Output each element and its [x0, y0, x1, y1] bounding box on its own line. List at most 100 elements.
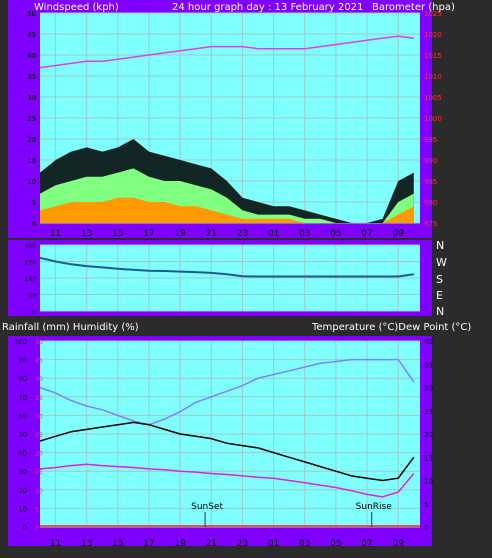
direction-y-tick: 270 [25, 260, 37, 267]
rain-y-tick: 5 [35, 506, 39, 513]
wind-y-tick: 25 [27, 115, 36, 123]
x-tick-label: 09 [392, 229, 404, 239]
humidity-y-tick: 0 [23, 524, 27, 532]
barometer-y-tick: 1015 [424, 52, 442, 60]
humidity-y-tick: 60 [18, 412, 27, 420]
x-tick-label: 15 [112, 229, 123, 239]
rain-y-tick: 30 [35, 413, 43, 420]
temperature-y-tick: 30 [424, 385, 433, 393]
x-tick-label: 05 [330, 229, 341, 239]
rain-y-tick: 10 [35, 488, 43, 495]
rain-y-tick: 50 [35, 339, 43, 346]
humidity-y-tick: 100 [14, 338, 27, 346]
temperature-y-tick: 15 [424, 454, 433, 462]
direction-label-n-top: N [436, 239, 444, 252]
direction-marks [39, 256, 414, 278]
temperature-marks [39, 358, 420, 527]
x-tick-label: 01 [268, 539, 279, 549]
wind-marks [39, 35, 414, 223]
x-tick-label: 17 [143, 229, 154, 239]
wind-speed-area [40, 197, 414, 223]
barometer-y-tick: 985 [424, 178, 437, 186]
temperature-y-tick: 0 [424, 524, 428, 532]
x-tick-label: 05 [330, 539, 341, 549]
x-tick-label: 23 [237, 539, 248, 549]
barometer-axis-label: Barometer (hpa) [372, 2, 455, 13]
rain-y-tick: 45 [35, 358, 43, 365]
temperature-y-tick: 35 [424, 361, 433, 369]
humidity-y-tick: 20 [18, 487, 27, 495]
barometer-y-tick: 1020 [424, 31, 442, 39]
x-tick-label: 03 [299, 229, 310, 239]
direction-grid [40, 244, 420, 312]
wind-y-tick: 35 [27, 73, 36, 81]
humidity-y-tick: 40 [18, 450, 27, 458]
rain-y-tick: 40 [35, 376, 43, 383]
graph-title: 24 hour graph day : 13 February 2021 [172, 2, 363, 13]
x-tick-label: 23 [237, 229, 248, 239]
temperature-y-tick: 40 [424, 338, 433, 346]
rain-humidity-axis-label: Rainfall (mm) Humidity (%) [2, 322, 139, 333]
humidity-y-tick: 90 [18, 357, 27, 365]
barometer-y-tick: 1005 [424, 94, 442, 102]
windspeed-axis-label: Windspeed (kph) [34, 2, 119, 13]
barometer-y-tick: 1010 [424, 73, 442, 81]
wind-y-tick: 0 [32, 220, 36, 228]
wind-y-tick: 45 [27, 31, 36, 39]
x-tick-label: 07 [361, 229, 372, 239]
sunrise-label: SunRise [356, 502, 393, 512]
sunset-label: SunSet [191, 502, 223, 512]
barometer-y-tick: 995 [424, 136, 437, 144]
x-tick-label: 03 [299, 539, 310, 549]
humidity-line [39, 358, 415, 426]
humidity-y-tick: 80 [18, 375, 27, 383]
rain-y-tick: 0 [35, 525, 39, 532]
x-tick-label: 19 [174, 229, 186, 239]
barometer-y-tick: 975 [424, 220, 437, 228]
x-tick-label: 15 [112, 539, 123, 549]
wind-y-tick: 10 [27, 178, 36, 186]
wind-y-tick: 20 [27, 136, 36, 144]
humidity-y-tick: 50 [18, 431, 27, 439]
barometer-y-tick: 1025 [424, 10, 442, 18]
direction-label-n-bottom: N [436, 305, 444, 318]
temperature-y-tick: 5 [424, 501, 428, 509]
barometer-y-tick: 1000 [424, 115, 442, 123]
temperature-y-tick: 25 [424, 408, 433, 416]
rain-y-tick: 25 [35, 432, 43, 439]
x-tick-label: 21 [206, 539, 217, 549]
wind-y-tick: 30 [27, 94, 36, 102]
wind-y-tick: 40 [27, 52, 36, 60]
direction-label-e: E [436, 289, 443, 302]
rain-y-tick: 15 [35, 469, 43, 476]
wind-y-tick: 15 [27, 157, 36, 165]
humidity-y-tick: 10 [18, 505, 27, 513]
x-tick-label: 09 [392, 539, 404, 549]
barometer-y-tick: 990 [424, 157, 437, 165]
x-tick-label: 01 [268, 229, 279, 239]
direction-label-s: S [436, 273, 443, 286]
direction-y-tick: 0 [32, 309, 36, 316]
wind-y-tick: 5 [32, 199, 36, 207]
wind-y-tick: 50 [27, 10, 36, 18]
humidity-y-tick: 70 [18, 394, 27, 402]
x-tick-label: 19 [174, 539, 186, 549]
temperature-y-tick: 20 [424, 431, 433, 439]
temperature-axis-label: Temperature (°C)Dew Point (°C) [311, 322, 471, 333]
x-tick-label: 21 [206, 229, 217, 239]
x-tick-label: 17 [143, 539, 154, 549]
barometer-y-tick: 980 [424, 199, 437, 207]
x-tick-label: 11 [50, 229, 61, 239]
barometer-line [39, 35, 414, 69]
direction-y-tick: 90 [28, 293, 36, 300]
x-tick-label: 07 [361, 539, 372, 549]
rain-y-tick: 20 [35, 451, 43, 458]
temperature-y-tick: 10 [424, 478, 433, 486]
humidity-y-tick: 30 [18, 468, 27, 476]
x-tick-label: 13 [81, 539, 92, 549]
x-tick-label: 11 [50, 539, 61, 549]
direction-line [39, 256, 414, 278]
direction-label-w: W [436, 256, 447, 269]
